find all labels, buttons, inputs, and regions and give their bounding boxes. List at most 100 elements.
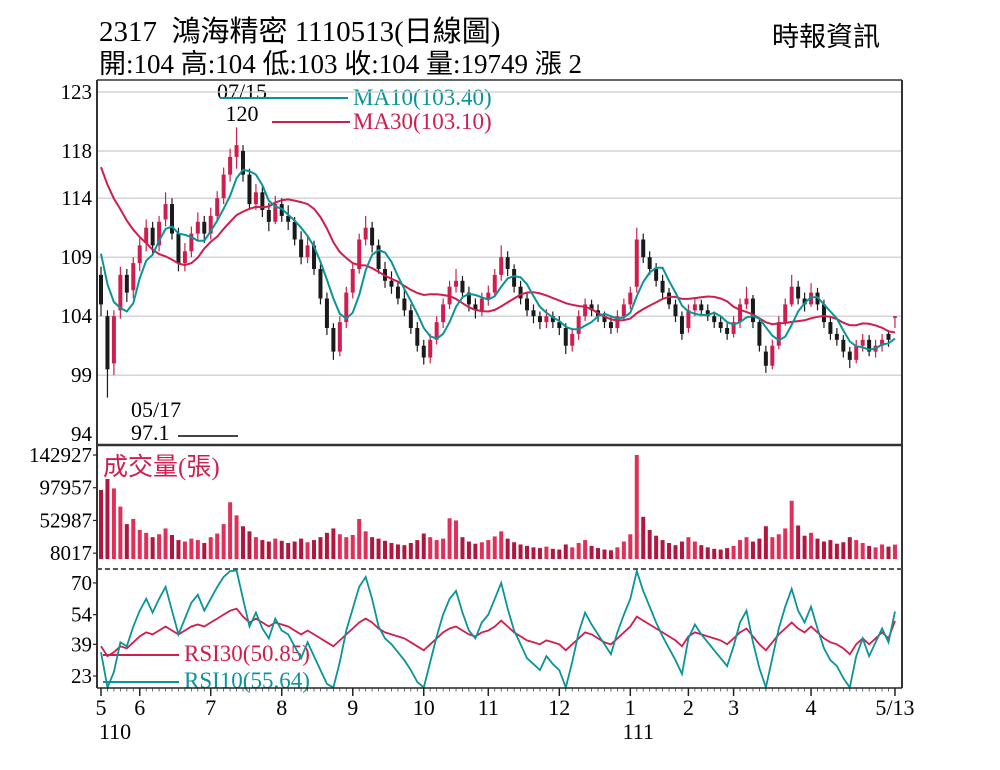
candle-body bbox=[189, 233, 194, 252]
volume-bar bbox=[124, 524, 129, 559]
volume-bar bbox=[105, 478, 110, 559]
volume-bar bbox=[725, 548, 730, 559]
axis-label: 11 bbox=[478, 695, 499, 720]
volume-bar bbox=[318, 537, 323, 559]
moving-average-lines bbox=[100, 166, 896, 351]
volume-bar bbox=[247, 531, 252, 559]
candle-body bbox=[602, 316, 607, 323]
axis-label: 114 bbox=[61, 186, 92, 210]
candle-body bbox=[415, 328, 420, 346]
volume-bar bbox=[286, 542, 291, 559]
candle-body bbox=[776, 322, 781, 346]
volume-bar bbox=[376, 538, 381, 559]
candle-body bbox=[357, 239, 362, 269]
candle-body bbox=[712, 316, 717, 323]
volume-bar bbox=[518, 544, 523, 559]
candle-body bbox=[150, 227, 155, 246]
volume-bar bbox=[299, 538, 304, 559]
axis-label: 104 bbox=[61, 304, 93, 328]
candle-body bbox=[744, 298, 749, 305]
candle-body bbox=[860, 339, 865, 346]
axis-label: 99 bbox=[71, 363, 92, 387]
candle-body bbox=[344, 292, 349, 323]
candle-body bbox=[234, 145, 239, 157]
volume-bar bbox=[111, 488, 116, 559]
candle-body bbox=[312, 245, 317, 269]
candle-body bbox=[499, 257, 504, 275]
candle-body bbox=[608, 322, 613, 328]
volume-bar bbox=[241, 526, 246, 559]
candle-body bbox=[324, 298, 329, 328]
candle-body bbox=[647, 257, 652, 269]
candle-body bbox=[505, 257, 510, 269]
volume-bar bbox=[279, 540, 284, 559]
candle-body bbox=[305, 245, 310, 258]
candle-body bbox=[641, 239, 646, 258]
candle-body bbox=[144, 227, 149, 244]
candle-body bbox=[718, 322, 723, 328]
candle-body bbox=[363, 227, 368, 240]
volume-bar bbox=[641, 516, 646, 559]
candle-body bbox=[537, 316, 542, 323]
candle-body bbox=[589, 304, 594, 311]
axis-label: 94 bbox=[71, 422, 93, 446]
volume-bar bbox=[189, 538, 194, 559]
candle-body bbox=[434, 322, 439, 340]
axis-label: 5/13 bbox=[875, 695, 914, 720]
axis-label: 142927 bbox=[29, 443, 92, 467]
axis-label: 110 bbox=[99, 719, 131, 744]
volume-bar bbox=[460, 537, 465, 559]
candle-body bbox=[331, 328, 336, 352]
candle-body bbox=[273, 204, 278, 222]
candle-body bbox=[705, 310, 710, 317]
volume-bar bbox=[563, 544, 568, 559]
axis-label: 8017 bbox=[50, 541, 92, 565]
axis-label: 7 bbox=[205, 695, 216, 720]
candle-body bbox=[892, 316, 897, 318]
volume-bar bbox=[596, 548, 601, 559]
candle-body bbox=[731, 322, 736, 334]
candle-body bbox=[789, 286, 794, 305]
candle-body bbox=[215, 198, 220, 216]
volume-bar bbox=[202, 542, 207, 559]
candle-body bbox=[821, 304, 826, 323]
volume-bar bbox=[253, 537, 258, 559]
volume-bar bbox=[195, 540, 200, 559]
axis-label: 4 bbox=[806, 695, 817, 720]
low-price-annotation: 97.1 bbox=[131, 420, 170, 445]
axis-label: 2 bbox=[683, 695, 694, 720]
candle-body bbox=[299, 239, 304, 258]
candle-body bbox=[99, 274, 103, 305]
ma30-legend-label: MA30(103.10) bbox=[353, 109, 492, 134]
axis-label: 10 bbox=[413, 695, 435, 720]
axis-label: 39 bbox=[71, 632, 92, 656]
candle-body bbox=[292, 221, 297, 240]
volume-bar bbox=[634, 455, 639, 559]
candle-body bbox=[163, 204, 168, 220]
candle-body bbox=[854, 345, 859, 360]
axis-label: 109 bbox=[61, 245, 93, 269]
volume-bar bbox=[441, 538, 446, 559]
candle-body bbox=[841, 339, 846, 352]
candle-body bbox=[260, 192, 265, 210]
candle-body bbox=[828, 322, 833, 334]
volume-bar-series bbox=[99, 455, 897, 559]
candle-body bbox=[634, 239, 639, 287]
candle-body bbox=[111, 316, 116, 364]
volume-bar bbox=[402, 545, 407, 559]
volume-bar bbox=[602, 549, 607, 559]
axis-label: 6 bbox=[134, 695, 145, 720]
candle-body bbox=[241, 151, 246, 175]
volume-bar bbox=[867, 545, 872, 559]
candle-body bbox=[105, 316, 110, 370]
candle-body bbox=[137, 245, 142, 264]
volume-bar bbox=[809, 532, 814, 559]
volume-bar bbox=[615, 547, 620, 559]
axis-label: 118 bbox=[61, 139, 92, 163]
volume-bar bbox=[447, 518, 452, 559]
candle-body bbox=[834, 333, 839, 340]
candle-body bbox=[679, 316, 684, 334]
candle-body bbox=[202, 221, 207, 234]
rsi-lines bbox=[100, 567, 896, 691]
